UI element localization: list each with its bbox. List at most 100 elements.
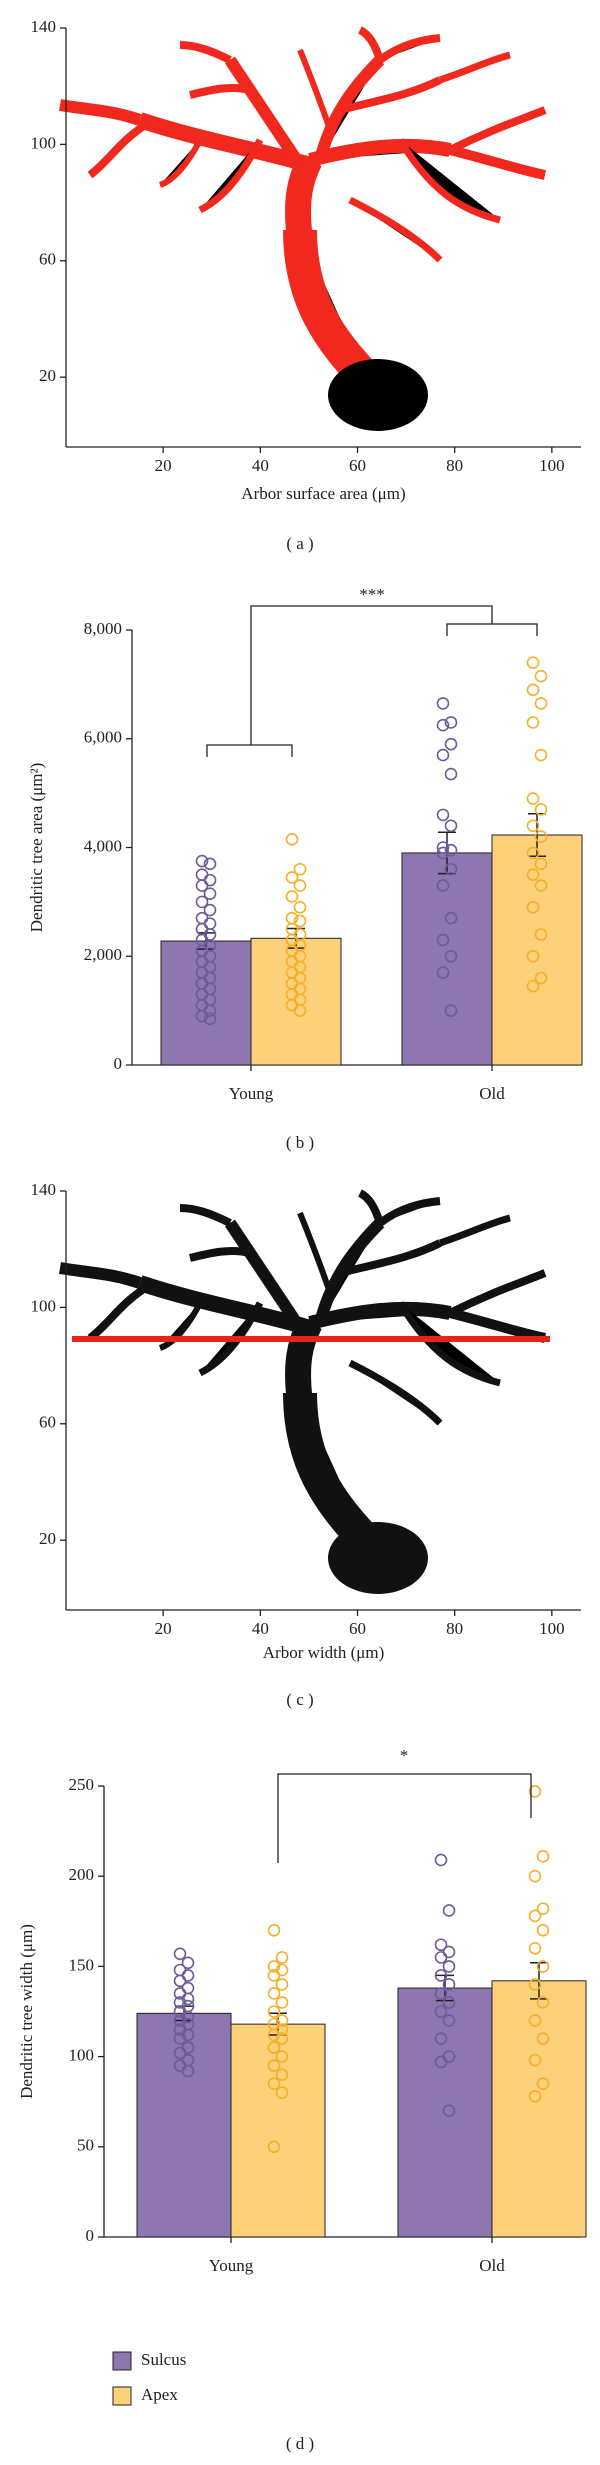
data-point: [195, 895, 209, 909]
data-point: [434, 1969, 448, 1982]
data-point: [267, 2077, 281, 2090]
y-tick-label: 140: [31, 17, 57, 36]
data-point: [267, 1987, 281, 2000]
data-point: [181, 1981, 195, 1995]
data-point: [444, 767, 458, 781]
data-point: [534, 803, 548, 816]
significance: ***: [359, 585, 385, 604]
data-point: [275, 2050, 289, 2063]
category-label: Young: [209, 2256, 254, 2275]
data-point: [293, 1004, 307, 1017]
significance-bracket: [446, 623, 538, 636]
data-point: [444, 949, 458, 963]
data-point: [536, 1902, 550, 1915]
data-point: [267, 2005, 281, 2018]
data-point: [528, 1869, 542, 1883]
data-point: [275, 1996, 289, 2009]
data-point: [285, 871, 299, 884]
bar: [136, 2012, 232, 2238]
data-point: [181, 2064, 195, 2078]
category-label: Old: [479, 1084, 505, 1103]
data-point: [528, 1978, 542, 1991]
y-tick-label: 20: [39, 1529, 56, 1548]
data-point: [526, 868, 540, 881]
data-point: [267, 2140, 281, 2154]
significance-bracket: [277, 1773, 532, 1863]
data-point: [528, 2089, 542, 2103]
data-point: [534, 669, 548, 683]
data-point: [275, 1978, 289, 1991]
data-point: [444, 1004, 458, 1017]
data-point: [442, 1904, 456, 1917]
caption: ( c ): [286, 1690, 313, 1709]
data-point: [536, 1960, 550, 1973]
data-point: [434, 2032, 448, 2045]
y-tick-label: 250: [69, 1775, 95, 1794]
data-point: [526, 819, 540, 833]
legend-swatch: [112, 2386, 132, 2406]
data-point: [528, 2053, 542, 2067]
y-tick-label: 20: [39, 366, 56, 385]
data-point: [526, 979, 540, 993]
x-tick-label: 80: [446, 1619, 463, 1638]
data-point: [436, 846, 450, 860]
x-tick-label: 60: [349, 456, 366, 475]
y-tick-label: 6,000: [84, 728, 122, 747]
bar: [491, 834, 583, 1066]
data-point: [528, 1942, 542, 1955]
data-point: [534, 928, 548, 941]
y-tick-label: 140: [31, 1180, 57, 1199]
neuron-black: [60, 1193, 545, 1594]
data-point: [203, 857, 217, 871]
data-point: [181, 2028, 195, 2042]
data-point: [203, 917, 217, 930]
data-point: [434, 1987, 448, 2000]
data-point: [267, 2041, 281, 2054]
data-point: [436, 697, 450, 710]
data-point: [534, 879, 548, 892]
data-point: [275, 2032, 289, 2045]
legend-label: Sulcus: [141, 2350, 186, 2369]
data-point: [526, 656, 540, 669]
y-tick-label: 0: [86, 2226, 95, 2245]
data-point: [442, 1978, 456, 1991]
data-point: [444, 819, 458, 833]
data-point: [444, 862, 458, 876]
data-point: [173, 2032, 187, 2045]
data-point: [293, 862, 307, 876]
data-point: [181, 2010, 195, 2024]
data-point: [275, 1951, 289, 1964]
data-point: [293, 901, 307, 914]
legend-swatch: [112, 2351, 132, 2371]
data-point: [534, 697, 548, 710]
caption: ( b ): [286, 1133, 314, 1152]
data-point: [442, 2014, 456, 2027]
bar: [230, 2023, 326, 2238]
x-tick-label: 60: [349, 1619, 366, 1638]
y-tick-label: 200: [69, 1865, 95, 1884]
data-point: [528, 1785, 542, 1798]
data-point: [536, 1924, 550, 1937]
data-point: [436, 748, 450, 762]
data-point: [173, 1996, 187, 2009]
data-point: [203, 1012, 217, 1026]
data-point: [436, 933, 450, 947]
data-point: [536, 2077, 550, 2090]
y-tick-label: 2,000: [84, 945, 122, 964]
data-point: [203, 873, 217, 887]
data-point: [526, 901, 540, 914]
data-point: [528, 2014, 542, 2027]
significance-bracket: [250, 605, 493, 745]
data-point: [285, 833, 299, 846]
x-axis-label: Arbor width (μm): [263, 1643, 384, 1662]
y-tick-label: 60: [39, 1413, 56, 1432]
y-tick-label: 100: [69, 2046, 95, 2065]
data-point: [444, 911, 458, 925]
data-point: [526, 846, 540, 860]
soma: [328, 359, 428, 431]
data-point: [442, 1960, 456, 1973]
data-point: [181, 1969, 195, 1982]
data-point: [442, 1945, 456, 1959]
soma: [328, 1522, 428, 1594]
